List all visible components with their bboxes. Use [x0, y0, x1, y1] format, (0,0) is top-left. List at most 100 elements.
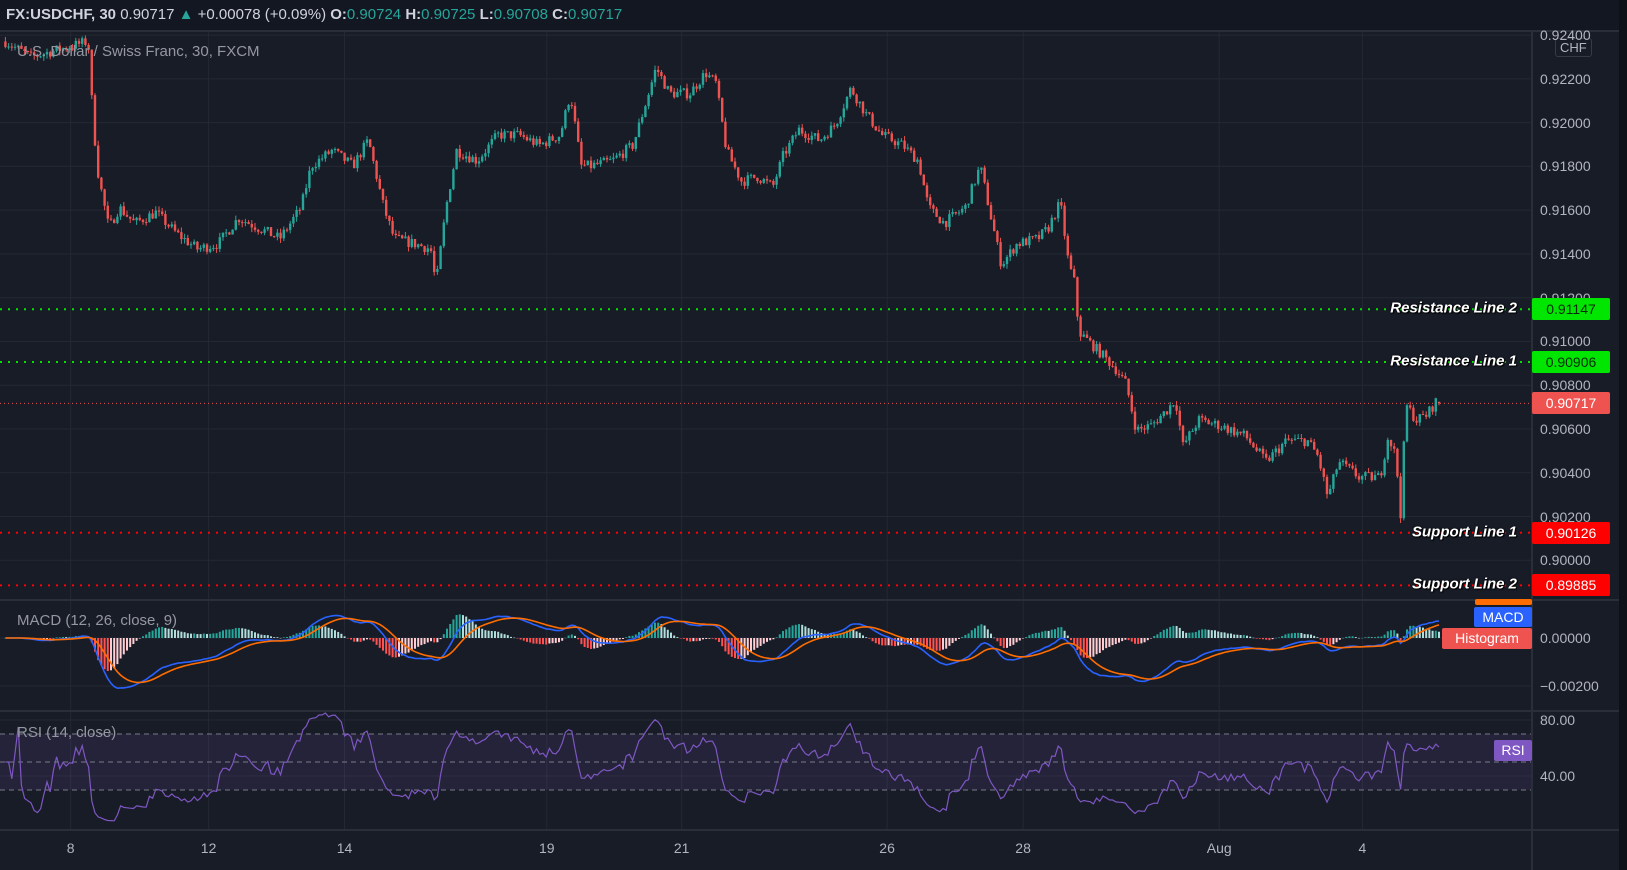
candle-body	[173, 224, 177, 231]
macd-histogram-bar	[861, 635, 864, 638]
macd-histogram-bar	[151, 630, 154, 638]
macd-histogram-bar	[925, 638, 928, 649]
macd-histogram-bar	[724, 638, 727, 652]
macd-histogram-bar	[1229, 633, 1232, 638]
candle-body	[1252, 442, 1255, 448]
price-axis-tick: 0.91400	[1540, 245, 1591, 262]
change-up-icon: ▲	[178, 6, 194, 23]
candle-body	[1130, 395, 1133, 412]
candle-body	[116, 216, 119, 224]
candle-body	[436, 268, 439, 272]
macd-histogram-bar	[497, 631, 500, 638]
last-price-tag: 0.90717	[1532, 392, 1610, 415]
candle-body	[1216, 420, 1220, 430]
candle-body	[634, 137, 637, 149]
candle-body	[298, 209, 301, 211]
macd-title[interactable]: MACD (12, 26, close, 9)	[17, 612, 178, 629]
candle-body	[1280, 443, 1284, 454]
macd-histogram-bar	[1037, 632, 1040, 638]
macd-histogram-bar	[1159, 632, 1162, 638]
candle-body	[400, 235, 404, 239]
macd-histogram-bar	[1329, 638, 1332, 646]
macd-histogram-bar	[983, 625, 986, 638]
macd-histogram-bar	[1252, 637, 1255, 639]
candle-body	[4, 41, 7, 47]
macd-histogram-bar	[289, 636, 292, 638]
macd-histogram-bar	[1050, 629, 1053, 638]
macd-histogram-bar	[173, 629, 176, 638]
candle-body	[919, 159, 922, 175]
macd-histogram-bar	[292, 634, 295, 638]
macd-histogram-bar	[433, 638, 436, 643]
candle-body	[599, 160, 602, 165]
macd-histogram-bar	[839, 633, 842, 638]
macd-histogram-bar	[1201, 629, 1204, 638]
candle-body	[282, 229, 285, 239]
candle-body	[650, 82, 653, 95]
macd-histogram-bar	[503, 634, 506, 638]
macd-histogram-bar	[113, 638, 116, 669]
candle-body	[893, 141, 897, 146]
candle-body	[624, 145, 628, 158]
candle-body	[688, 95, 692, 99]
macd-histogram-bar	[468, 619, 471, 638]
macd-histogram-bar	[1223, 632, 1226, 638]
candle-body	[288, 223, 292, 230]
candle-body	[138, 217, 141, 220]
candle-body	[448, 189, 452, 202]
macd-histogram-bar	[1095, 638, 1098, 655]
macd-histogram-bar	[1373, 637, 1376, 638]
macd-histogram-bar	[519, 638, 522, 640]
pane-separators[interactable]	[0, 30, 1619, 870]
macd-histogram-bar	[545, 638, 548, 645]
candle-body	[1143, 428, 1146, 430]
symbol-name[interactable]: FX:USDCHF, 30	[6, 6, 117, 23]
macd-histogram-bar	[372, 638, 375, 642]
candle-body	[426, 248, 429, 252]
macd-histogram-bar	[381, 638, 384, 651]
macd-histogram-bar	[1370, 637, 1373, 638]
candle-body	[912, 150, 916, 162]
macd-histogram-bar	[1236, 634, 1239, 638]
candle-body	[202, 244, 205, 248]
candle-body	[240, 222, 244, 224]
candle-body	[1159, 416, 1162, 424]
candle-body	[605, 157, 609, 160]
candle-body	[295, 209, 298, 217]
macd-histogram-bar	[535, 638, 538, 644]
macd-histogram-bar	[1105, 638, 1108, 649]
macd-histogram-bar	[490, 630, 493, 638]
currency-badge[interactable]: CHF	[1555, 38, 1592, 57]
candle-body	[676, 91, 679, 98]
macd-histogram-bar	[657, 622, 660, 638]
macd-histogram-bar	[157, 627, 160, 638]
candle-body	[512, 131, 516, 139]
candle-body	[45, 52, 49, 55]
macd-histogram-bar	[823, 633, 826, 638]
macd-histogram-bar	[100, 638, 103, 666]
macd-histogram-bar	[228, 629, 231, 638]
candle-body	[1396, 448, 1399, 477]
candle-body	[1380, 473, 1383, 476]
candle-body	[1082, 334, 1085, 337]
candle-body	[1328, 488, 1332, 495]
candle-body	[503, 131, 506, 139]
candle-body	[477, 161, 481, 164]
candle-body	[717, 80, 721, 98]
macd-histogram-bar	[458, 614, 461, 638]
candle-body	[375, 160, 378, 179]
candle-body	[135, 217, 138, 221]
candle-body	[1383, 459, 1386, 476]
time-axis-tick: 4	[1358, 840, 1367, 856]
macd-histogram-bar	[234, 628, 237, 638]
rsi-line	[5, 712, 1440, 822]
candle-body	[1188, 431, 1191, 441]
macd-histogram-bar	[161, 626, 164, 638]
rsi-title[interactable]: RSI (14, close)	[17, 724, 117, 741]
candle-body	[183, 237, 186, 240]
high-value: 0.90725	[421, 6, 476, 23]
macd-histogram-bar	[714, 638, 717, 640]
candle-body	[989, 205, 993, 220]
candle-body	[596, 162, 599, 165]
